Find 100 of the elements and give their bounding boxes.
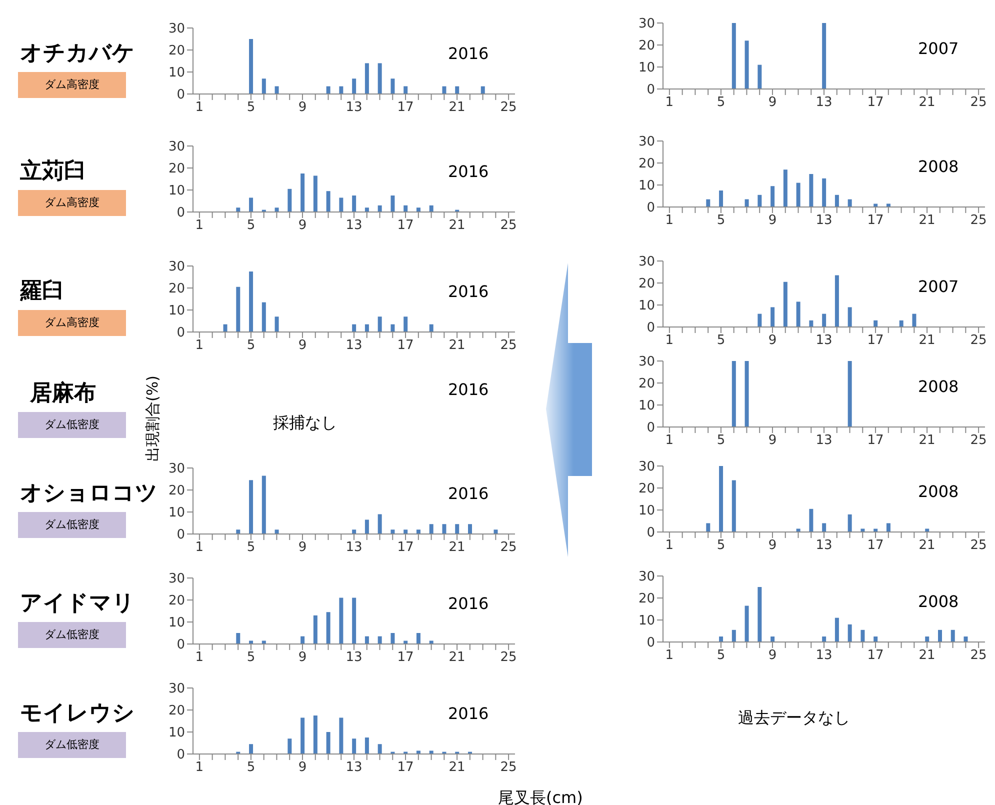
text: 2008 <box>918 592 959 611</box>
bar <box>874 528 878 532</box>
text: 立苅臼 <box>20 158 86 186</box>
bar <box>758 587 762 642</box>
text: オショロコツ <box>20 480 158 508</box>
text: 2016 <box>448 704 489 723</box>
bar <box>352 324 356 332</box>
x-tick-label: 25 <box>970 95 987 110</box>
y-tick-label: 0 <box>176 638 185 653</box>
text: ダム高密度 <box>18 190 126 216</box>
bar <box>326 86 330 94</box>
y-tick-label: 0 <box>646 420 655 436</box>
bar <box>236 208 240 212</box>
bar <box>416 208 420 212</box>
y-tick-label: 30 <box>168 682 185 697</box>
bar <box>352 738 356 754</box>
bar <box>429 205 434 212</box>
x-tick-label: 5 <box>246 218 256 234</box>
bar <box>236 286 240 332</box>
bar <box>758 314 762 327</box>
bar <box>783 282 788 327</box>
bar <box>416 633 420 644</box>
bar <box>404 530 408 534</box>
y-tick-label: 10 <box>168 506 185 521</box>
bar <box>352 196 356 212</box>
x-tick-label: 5 <box>716 538 726 554</box>
y-tick-label: 10 <box>168 304 185 319</box>
x-tick-label: 9 <box>298 540 307 556</box>
y-tick-label: 0 <box>646 82 655 98</box>
bar <box>468 524 472 534</box>
y-tick-label: 0 <box>646 636 655 651</box>
text: ダム高密度 <box>18 310 126 336</box>
x-tick-label: 5 <box>246 100 256 116</box>
text: ダム高密度 <box>18 72 126 98</box>
x-tick-label: 21 <box>448 760 466 776</box>
text: 2016 <box>448 484 489 503</box>
x-tick-label: 13 <box>816 648 832 664</box>
text: 2008 <box>918 157 959 176</box>
x-tick-label: 1 <box>195 540 204 556</box>
x-tick-label: 21 <box>448 650 466 666</box>
bar <box>300 718 305 754</box>
y-tick-label: 10 <box>168 616 185 631</box>
x-tick-label: 13 <box>816 538 832 554</box>
bar <box>364 520 369 534</box>
bar <box>249 39 254 94</box>
bar <box>886 523 890 532</box>
bar <box>912 314 916 327</box>
y-tick-label: 20 <box>638 276 655 292</box>
bar <box>848 514 852 532</box>
x-tick-label: 21 <box>448 100 466 116</box>
y-tick-label: 10 <box>638 504 655 519</box>
y-tick-label: 10 <box>168 184 185 199</box>
bar <box>364 208 369 212</box>
bar <box>339 718 344 754</box>
bar <box>249 480 254 534</box>
y-tick-label: 20 <box>638 156 655 172</box>
text: 2008 <box>918 377 959 396</box>
y-tick-label: 20 <box>168 162 185 177</box>
text: 出現割合(%) <box>144 375 162 461</box>
bar <box>223 324 228 332</box>
bar <box>822 523 826 532</box>
bar <box>770 186 775 207</box>
bar <box>874 204 878 207</box>
text: 2016 <box>448 594 489 613</box>
x-tick-label: 9 <box>768 538 777 554</box>
x-tick-label: 13 <box>816 333 832 348</box>
x-tick-label: 1 <box>665 538 674 554</box>
bar <box>429 524 434 534</box>
text: 2008 <box>918 482 959 501</box>
x-tick-label: 5 <box>716 333 726 348</box>
y-tick-label: 10 <box>168 66 185 81</box>
bar <box>809 508 814 532</box>
bar <box>262 640 266 644</box>
x-tick-label: 17 <box>867 648 884 664</box>
bar <box>455 524 460 534</box>
bar <box>364 63 369 94</box>
x-tick-label: 5 <box>716 95 726 110</box>
bar <box>390 530 395 534</box>
x-tick-label: 5 <box>246 760 256 776</box>
bar <box>378 636 382 644</box>
x-tick-label: 9 <box>298 338 307 354</box>
x-tick-label: 5 <box>716 213 726 228</box>
x-tick-label: 1 <box>665 213 674 228</box>
x-tick-label: 9 <box>768 433 777 448</box>
y-tick-label: 30 <box>168 260 185 275</box>
bar <box>390 324 395 332</box>
x-tick-label: 21 <box>918 95 936 110</box>
bar <box>262 78 266 94</box>
x-axis-title: 尾叉長(cm) <box>498 788 583 805</box>
text: 居麻布 <box>30 380 96 408</box>
bar <box>288 738 292 754</box>
text: 2016 <box>448 44 489 63</box>
x-tick-label: 17 <box>397 338 414 354</box>
bar <box>404 205 408 212</box>
bar <box>822 636 826 642</box>
x-tick-label: 21 <box>918 538 936 554</box>
bar <box>378 514 382 534</box>
x-tick-label: 25 <box>970 538 987 554</box>
text: 2016 <box>448 282 489 301</box>
y-tick-label: 20 <box>638 38 655 54</box>
